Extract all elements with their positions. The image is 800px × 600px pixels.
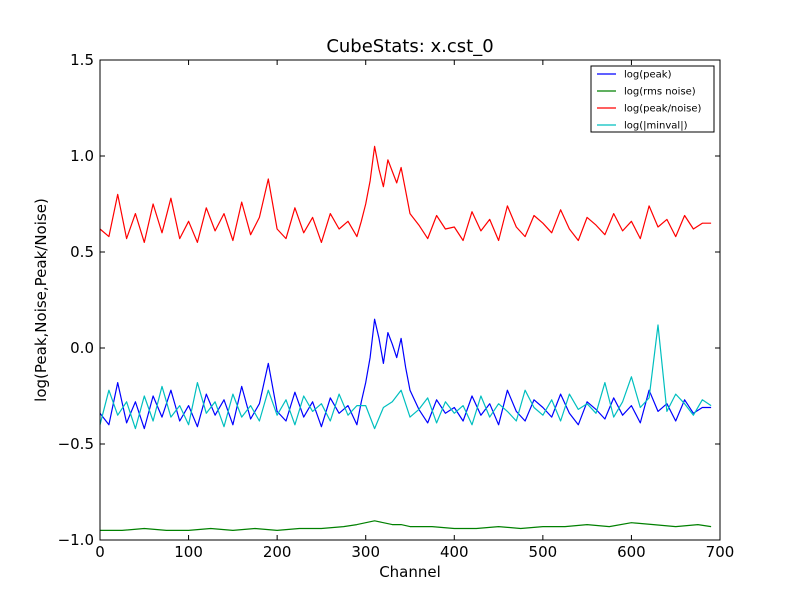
x-tick-label: 500	[529, 543, 558, 561]
y-tick-label: 1.5	[70, 51, 94, 69]
x-tick-label: 300	[351, 543, 380, 561]
y-axis: −1.0 −0.5 0.0 0.5 1.0 1.5	[58, 51, 720, 549]
series-line-2	[99, 145, 712, 243]
x-tick-label: 200	[263, 543, 292, 561]
y-tick-label: 0.0	[70, 339, 94, 357]
legend-label: log(peak/noise)	[624, 104, 702, 115]
y-tick-label: −0.5	[58, 435, 94, 453]
y-tick-label: 0.5	[70, 243, 94, 261]
chart-title: CubeStats: x.cst_0	[326, 36, 493, 57]
y-axis-label: log(Peak,Noise,Peak/Noise)	[32, 198, 50, 402]
series-line-1	[100, 520, 712, 532]
x-tick-label: 600	[617, 543, 646, 561]
series-line-3	[99, 324, 712, 430]
x-tick-label: 400	[440, 543, 469, 561]
legend-label: log(|minval|)	[624, 121, 688, 132]
x-axis-label: Channel	[379, 563, 441, 581]
legend-label: log(peak)	[624, 70, 672, 81]
plot-frame	[99, 59, 721, 541]
x-tick-label: 0	[95, 543, 105, 561]
legend-box	[590, 65, 715, 133]
series-line-0	[99, 318, 712, 430]
y-tick-label: −1.0	[58, 531, 94, 549]
legend-label: log(rms noise)	[624, 87, 696, 98]
x-axis: 0 100 200 300 400 500 600 700	[95, 60, 734, 561]
legend: log(peak) log(rms noise) log(peak/noise) lo…	[590, 65, 715, 133]
y-tick-label: 1.0	[70, 147, 94, 165]
plot-series	[99, 145, 712, 532]
x-tick-label: 100	[174, 543, 203, 561]
x-tick-label: 700	[706, 543, 735, 561]
